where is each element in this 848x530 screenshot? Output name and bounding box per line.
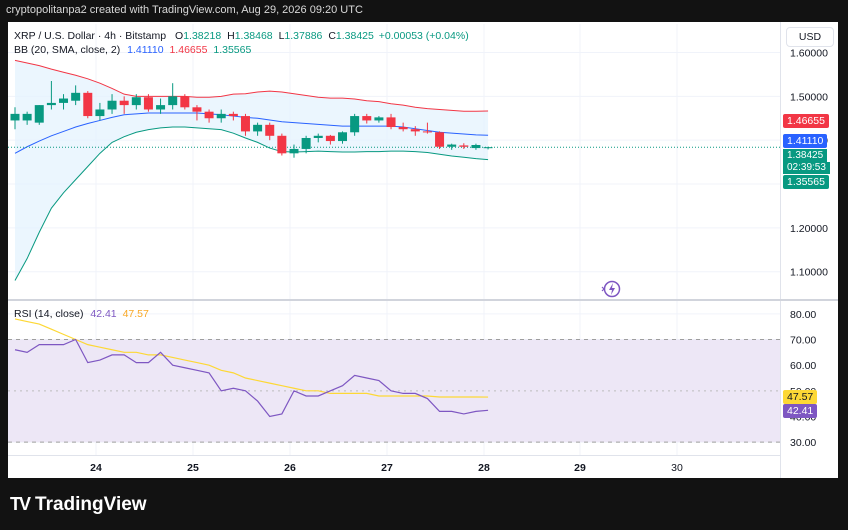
- candle-body: [277, 135, 287, 154]
- open-value: 1.38218: [183, 30, 222, 42]
- bb-fill: [15, 60, 489, 281]
- candle-body: [447, 144, 457, 147]
- candle-body: [313, 135, 323, 138]
- bb-upper-value: 1.46655: [169, 44, 208, 56]
- bb-legend: BB (20, SMA, close, 2) 1.41110 1.46655 1…: [14, 44, 251, 56]
- candle-body: [435, 132, 445, 147]
- rsi-ma-tag: 47.57: [783, 390, 818, 404]
- bb-basis-value: 1.41110: [127, 44, 164, 56]
- bb-basis-price-tag: 1.41110: [783, 134, 828, 148]
- currency-button[interactable]: USD: [786, 27, 834, 47]
- candle-body: [83, 92, 93, 117]
- candle-body: [180, 96, 190, 108]
- rsi-line: [14, 338, 489, 418]
- candle-body: [46, 102, 56, 106]
- candle-body: [22, 113, 32, 121]
- candle-body: [398, 127, 408, 130]
- bb-upper-line: [14, 59, 489, 112]
- price-tick-label: 1.20000: [790, 223, 828, 235]
- pane-divider[interactable]: [8, 299, 838, 301]
- candle-body: [95, 109, 105, 117]
- candle-body: [362, 116, 372, 121]
- tv-logo-icon: T‌V: [10, 494, 31, 514]
- time-tick-label: 30: [671, 462, 683, 474]
- price-axis-separator: [780, 22, 781, 478]
- candle-body: [168, 96, 178, 106]
- bb-lower-line: [14, 126, 489, 281]
- bb-lower-price-tag: 1.35565: [783, 175, 829, 189]
- candle-body: [471, 144, 481, 149]
- high-value: 1.38468: [234, 30, 273, 42]
- symbol-name[interactable]: XRP / U.S. Dollar · 4h · Bitstamp: [14, 30, 167, 42]
- candle-body: [410, 129, 420, 132]
- rsi-ma-line: [14, 318, 489, 398]
- tradingview-logo[interactable]: T‌V TradingView: [10, 494, 147, 516]
- time-tick-label: 26: [284, 462, 296, 474]
- price-tick-label: 1.60000: [790, 47, 828, 59]
- candle-body: [422, 131, 432, 133]
- close-label: C: [328, 30, 336, 42]
- bb-basis-line: [14, 112, 489, 154]
- close-value: 1.38425: [335, 30, 374, 42]
- bb-label[interactable]: BB (20, SMA, close, 2): [14, 44, 121, 56]
- candle-body: [131, 97, 141, 106]
- symbol-legend: XRP / U.S. Dollar · 4h · Bitstamp O1.382…: [14, 30, 469, 42]
- rsi-tick-label: 30.00: [790, 437, 816, 449]
- price-tick-label: 1.10000: [790, 267, 828, 279]
- last-price-tag: 1.38425: [783, 149, 828, 162]
- candle-body: [338, 132, 348, 142]
- candle-body: [289, 148, 299, 154]
- candle-body: [228, 113, 238, 117]
- candle-body: [204, 111, 214, 119]
- candle-body: [265, 124, 275, 136]
- candle-body: [459, 145, 469, 147]
- time-tick-label: 29: [574, 462, 586, 474]
- candle-body: [143, 97, 153, 110]
- candle-body: [240, 116, 250, 132]
- low-label: L: [278, 30, 285, 42]
- rsi-tick-label: 80.00: [790, 309, 816, 321]
- high-label: H: [227, 30, 235, 42]
- candle-body: [325, 135, 335, 142]
- open-label: O: [175, 30, 184, 42]
- bar-countdown: 02:39:53: [783, 162, 830, 174]
- time-tick-label: 24: [90, 462, 102, 474]
- rsi-value-tag: 42.41: [783, 404, 818, 418]
- bb-lower-value: 1.35565: [213, 44, 252, 56]
- lightning-icon[interactable]: [600, 279, 622, 299]
- rsi-tick-label: 60.00: [790, 360, 816, 372]
- price-tick-label: 1.50000: [790, 91, 828, 103]
- candle-body: [34, 105, 44, 123]
- candle-body: [216, 113, 226, 119]
- bb-upper-price-tag: 1.46655: [783, 114, 829, 128]
- rsi-tick-label: 70.00: [790, 335, 816, 347]
- candle-body: [386, 117, 396, 128]
- rsi-legend: RSI (14, close) 42.41 47.57: [14, 308, 149, 320]
- time-tick-label: 27: [381, 462, 393, 474]
- candle-body: [192, 107, 202, 112]
- rsi-value: 42.41: [90, 308, 117, 320]
- candle-body: [483, 147, 493, 149]
- candle-body: [10, 113, 20, 121]
- candle-body: [253, 124, 263, 132]
- rsi-ma-value: 47.57: [122, 308, 149, 320]
- time-tick-label: 25: [187, 462, 199, 474]
- candle-body: [374, 117, 384, 121]
- low-value: 1.37886: [284, 30, 323, 42]
- candle-body: [119, 100, 129, 106]
- candle-body: [107, 100, 117, 110]
- rsi-label[interactable]: RSI (14, close): [14, 308, 84, 320]
- candle-body: [301, 137, 311, 149]
- candle-body: [59, 98, 69, 103]
- time-tick-label: 28: [478, 462, 490, 474]
- brand-name: TradingView: [35, 494, 147, 515]
- candle-body: [156, 105, 166, 110]
- candle-body: [350, 116, 360, 133]
- time-axis-separator: [8, 455, 780, 456]
- candle-body: [71, 92, 81, 101]
- change-value: +0.00053 (+0.04%): [378, 30, 469, 42]
- chart-attribution: cryptopolitanpa2 created with TradingVie…: [6, 4, 363, 16]
